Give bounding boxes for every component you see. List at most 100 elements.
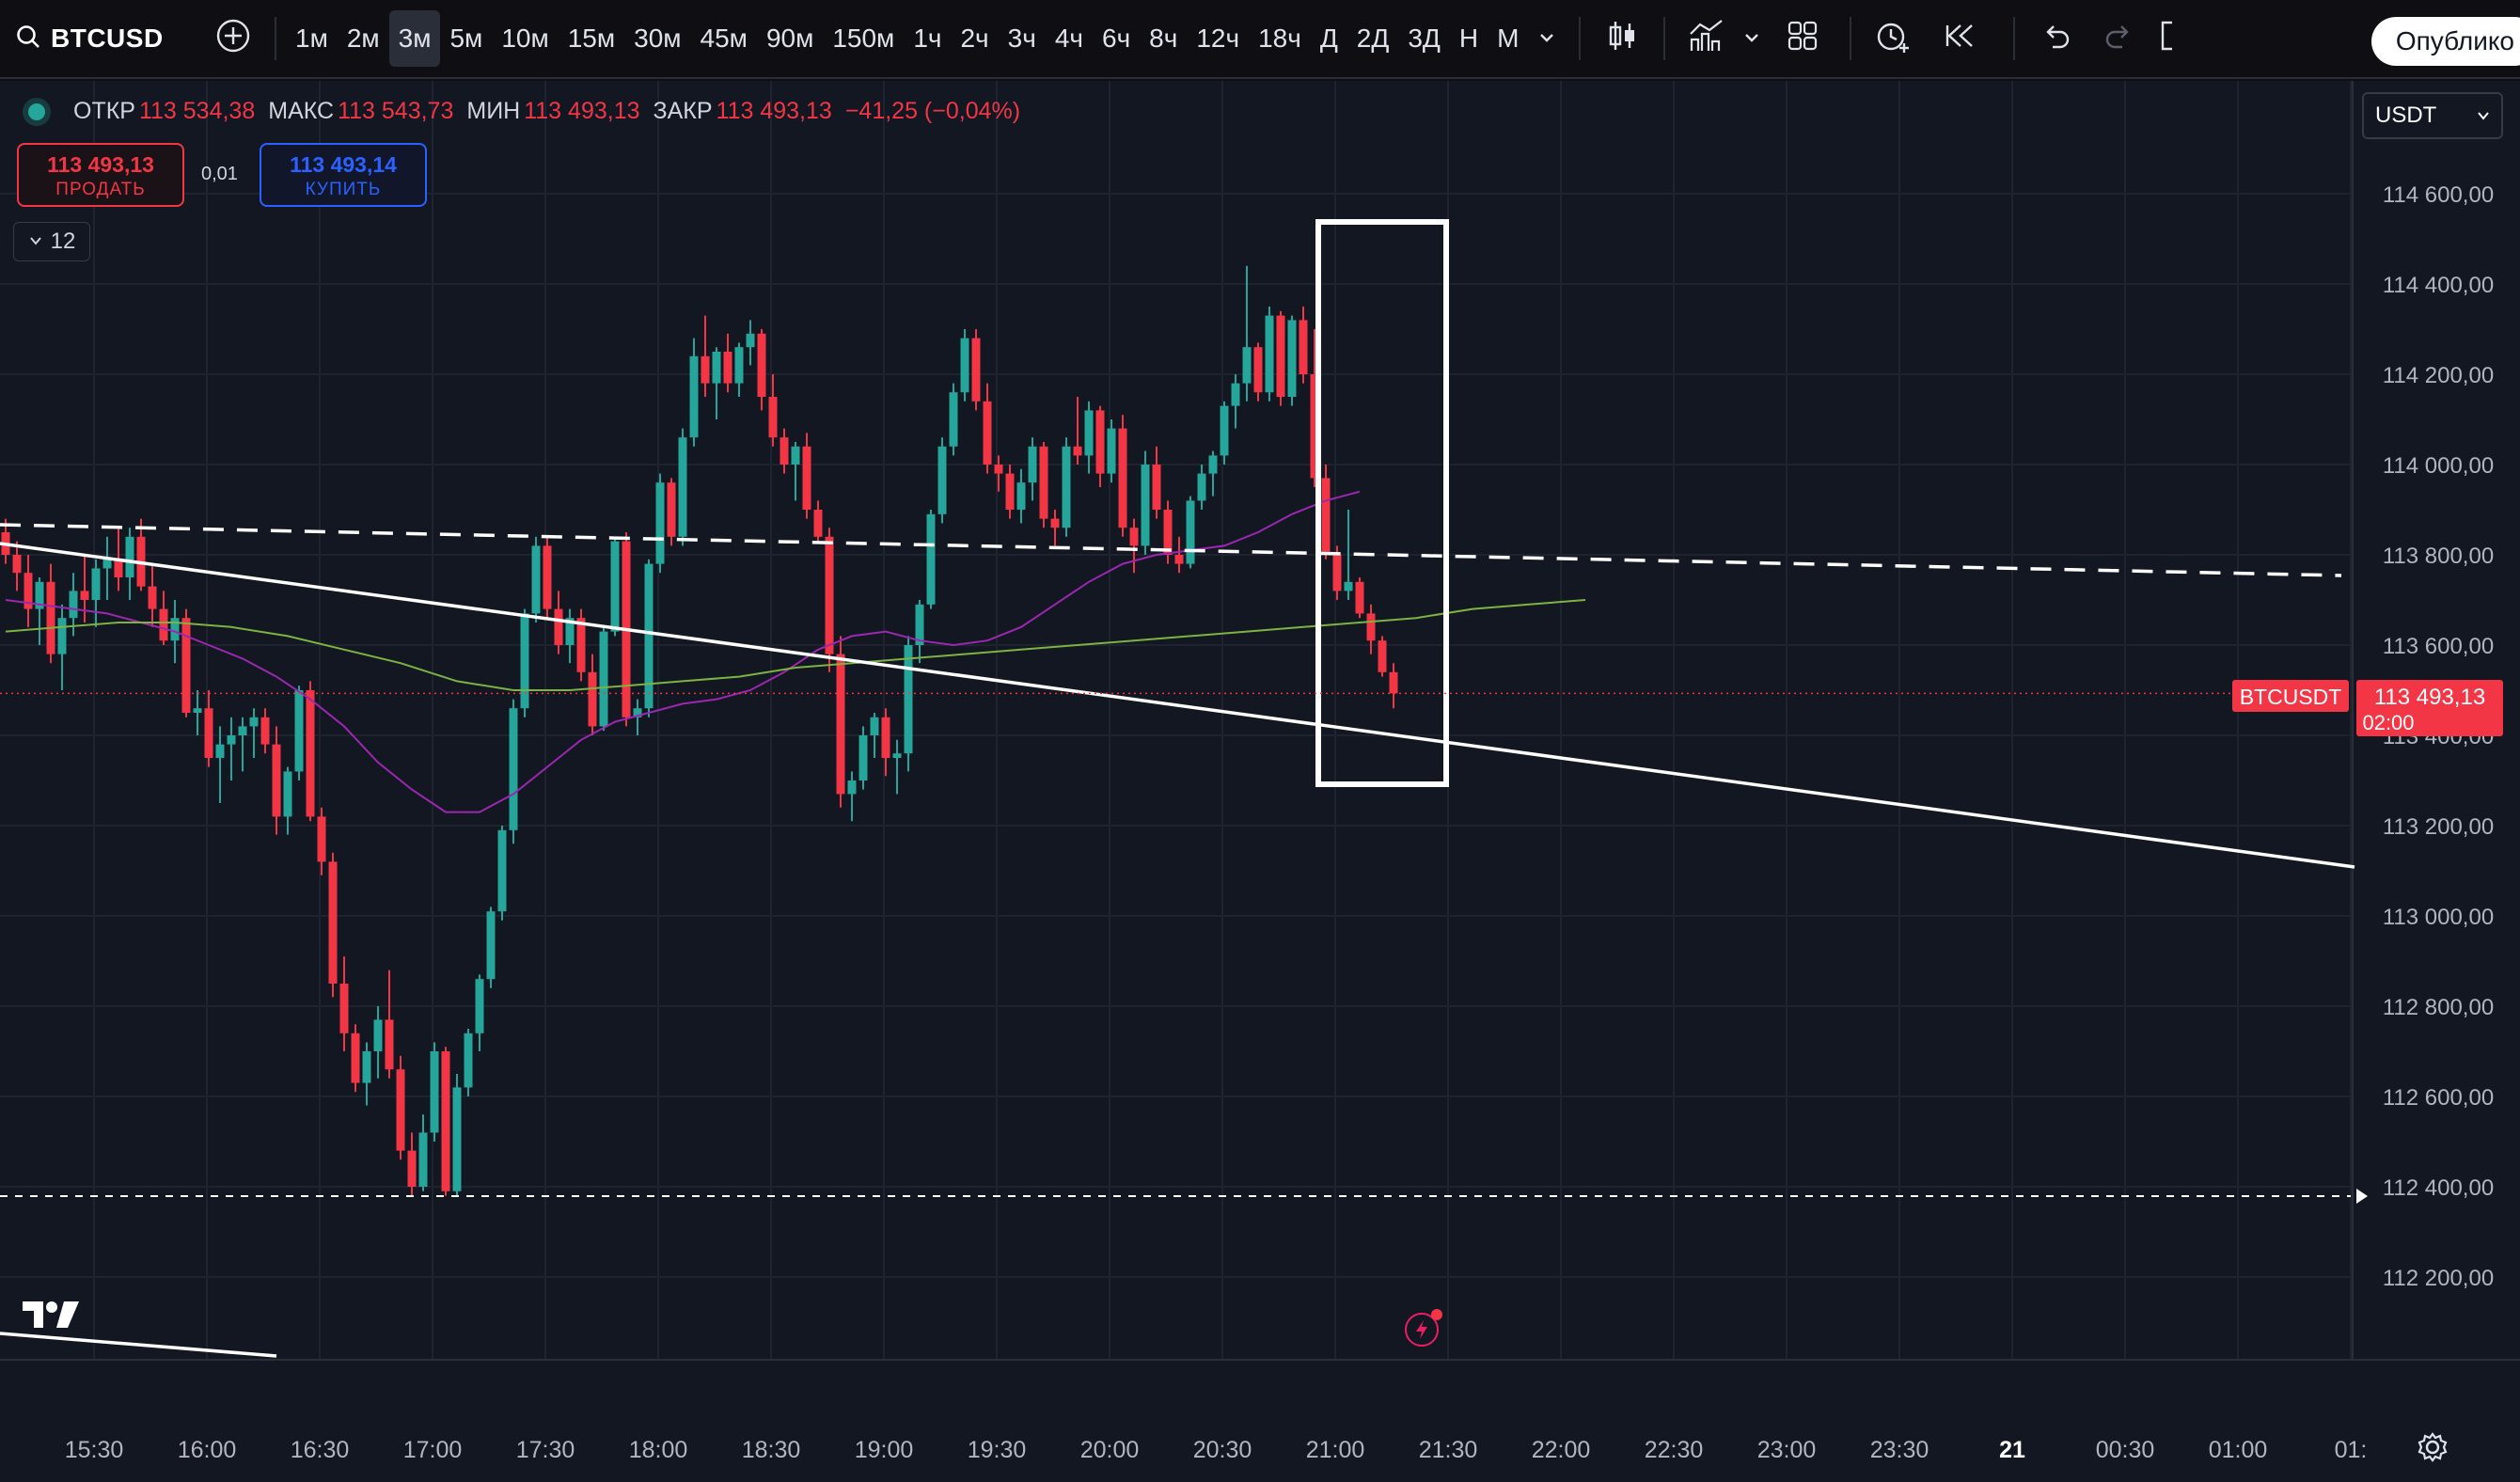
price-chart[interactable]: 114 600,00 114 400,00 114 200,00 114 000,00… [0, 81, 2520, 1482]
chevron-down-icon [28, 229, 43, 255]
candle [1355, 577, 1364, 619]
timeframe-button[interactable]: М [1497, 24, 1520, 53]
publish-button[interactable]: Опублико [2370, 17, 2520, 66]
timeframe-button[interactable]: 8ч [1149, 24, 1178, 53]
buy-button[interactable]: 113 493,14 КУПИТЬ [260, 143, 427, 207]
timeframe-button[interactable]: 3ч [1007, 24, 1036, 53]
candle-body [125, 536, 134, 577]
candle [847, 771, 857, 822]
redo-button[interactable] [2085, 10, 2152, 67]
lightning-icon[interactable] [1405, 1309, 1442, 1347]
alert-button[interactable] [1865, 10, 1921, 67]
timeframe-button[interactable]: 12ч [1196, 24, 1240, 53]
timeframe-button[interactable]: 1ч [913, 24, 942, 53]
time-tick-label: 23:30 [1870, 1437, 1929, 1463]
candle-body [306, 690, 315, 817]
timeframe-button[interactable]: 45м [700, 24, 748, 53]
drawings [0, 219, 2368, 1358]
candle [1265, 307, 1274, 402]
candle-body [926, 513, 936, 605]
timeframe-button[interactable]: 6ч [1102, 24, 1131, 53]
timeframe-button[interactable]: 30м [634, 24, 682, 53]
fullscreen-button[interactable] [2152, 10, 2181, 67]
time-axis[interactable]: 15:30 16:00 16:30 17:00 17:30 18:00 18:30 19:00… [0, 1359, 2520, 1463]
candle-body [1016, 482, 1026, 510]
candle [1321, 465, 1331, 560]
candle-body [1152, 465, 1161, 510]
candle [543, 536, 552, 619]
time-tick-label: 21:30 [1419, 1437, 1478, 1463]
candle-body [892, 753, 902, 758]
timeframe-button[interactable]: 150м [832, 24, 895, 53]
indicators-collapse-button[interactable]: 12 [13, 222, 90, 261]
time-tick-label: 22:00 [1532, 1437, 1591, 1463]
candle [768, 374, 778, 447]
candle [599, 626, 608, 732]
candle-body [701, 355, 710, 384]
price-badge-value: 113 493,13 [2374, 685, 2485, 710]
price-axis[interactable]: 114 600,00 114 400,00 114 200,00 114 000,00… [2352, 81, 2494, 1360]
candle [1174, 536, 1184, 574]
candle-body [114, 559, 123, 577]
candle [802, 433, 811, 519]
timeframe-button[interactable]: Н [1458, 24, 1479, 53]
candle [1299, 307, 1308, 384]
gear-icon[interactable] [2417, 1431, 2449, 1468]
separator [275, 17, 276, 60]
timeframe-button[interactable]: 5м [449, 24, 483, 53]
timeframe-button[interactable]: 2м [346, 24, 380, 53]
plus-circle-icon [215, 18, 251, 60]
compare-add-button[interactable] [203, 10, 263, 67]
price-tick-label: 114 200,00 [2383, 363, 2494, 388]
timeframe-button[interactable]: 18ч [1258, 24, 1301, 53]
chart-type-button[interactable] [1594, 10, 1650, 67]
timeframe-button[interactable]: 10м [501, 24, 549, 53]
timeframe-button[interactable]: 3Д [1408, 24, 1441, 53]
candle [1197, 465, 1206, 510]
candle [813, 500, 823, 542]
candle-body [193, 708, 202, 713]
candle-body [1039, 446, 1048, 519]
layouts-button[interactable] [1769, 10, 1836, 67]
timeframe-button[interactable]: 1м [295, 24, 328, 53]
fullscreen-icon [2159, 20, 2174, 58]
candle [249, 708, 259, 758]
candle-body [1186, 500, 1195, 564]
currency-select[interactable]: USDT [2362, 92, 2503, 139]
chart-background [0, 81, 2520, 1482]
indicators-button[interactable] [1678, 10, 1735, 67]
indicators-count: 12 [50, 229, 76, 254]
timeframe-dropdown[interactable] [1528, 10, 1566, 67]
candle [35, 577, 44, 645]
price-tick-label: 113 800,00 [2383, 544, 2494, 569]
tradingview-logo[interactable] [23, 1298, 81, 1336]
candle [283, 766, 292, 835]
timeframe-button[interactable]: 90м [765, 24, 814, 53]
timeframe-button[interactable]: 4ч [1054, 24, 1083, 53]
candle-body [1073, 446, 1082, 456]
candle [983, 383, 992, 474]
timeframe-button[interactable]: 15м [567, 24, 616, 53]
candle [1152, 446, 1161, 519]
currency-value: USDT [2375, 102, 2437, 128]
timeframe-button[interactable]: 2Д [1356, 24, 1390, 53]
undo-button[interactable] [2028, 10, 2085, 67]
timeframe-button[interactable]: 2ч [960, 24, 989, 53]
sell-button[interactable]: 113 493,13 ПРОДАТЬ [17, 143, 184, 207]
candle [1366, 604, 1376, 654]
timeframe-button[interactable]: Д [1319, 24, 1338, 53]
candle [1129, 518, 1139, 574]
timeframe-button[interactable]: 3м [388, 10, 441, 67]
candle [746, 320, 755, 366]
candle-body [531, 545, 541, 614]
indicators-dropdown[interactable] [1735, 10, 1769, 67]
candle [497, 826, 507, 921]
trendline-dashed [0, 523, 2342, 577]
candle-body [870, 717, 879, 735]
candle-body [1005, 473, 1015, 510]
replay-button[interactable] [1921, 10, 2000, 67]
symbol-search[interactable]: BTCUSD [0, 0, 203, 78]
candle-body [1332, 555, 1342, 591]
candle [520, 608, 529, 717]
chevron-down-icon [1537, 24, 1556, 54]
